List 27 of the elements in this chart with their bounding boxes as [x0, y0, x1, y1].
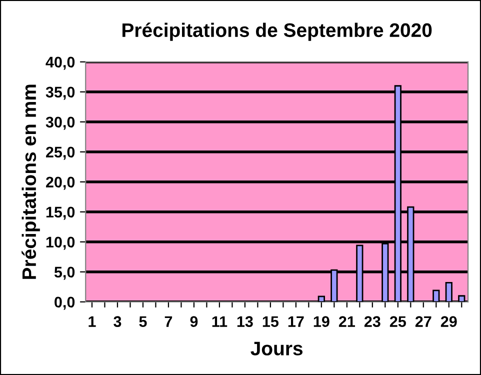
x-tick-label: 11 — [212, 316, 228, 327]
y-tick-label: 20,0 — [46, 176, 75, 190]
x-tick-label: 5 — [139, 316, 147, 327]
x-axis-title: Jours — [250, 342, 302, 356]
y-axis-title: Précipitations en mm — [22, 84, 40, 279]
y-tick-label: 15,0 — [46, 206, 75, 220]
x-tick-label: 13 — [237, 316, 253, 328]
x-tick-label: 25 — [390, 316, 406, 327]
x-tick-label: 17 — [288, 316, 304, 327]
x-tick-label: 19 — [314, 316, 330, 327]
x-tick-label: 3 — [114, 316, 122, 328]
y-tick-label: 25,0 — [46, 146, 75, 160]
y-tick-label: 40,0 — [46, 56, 75, 70]
x-tick-label: 23 — [364, 316, 380, 328]
x-tick-label: 1 — [88, 316, 96, 327]
x-tick-label: 21 — [338, 316, 355, 327]
x-tick-label: 7 — [164, 316, 172, 327]
y-tick-label: 35,0 — [46, 86, 75, 100]
y-tick-label: 10,0 — [46, 236, 75, 250]
chart-title: Précipitations de Septembre 2020 — [122, 22, 432, 41]
y-tick-label: 0,0 — [54, 296, 75, 310]
y-tick-label: 5,0 — [54, 266, 75, 280]
x-tick-label: 27 — [415, 316, 432, 327]
y-tick-label: 30,0 — [46, 116, 75, 130]
x-tick-label: 9 — [190, 316, 198, 327]
x-tick-label: 15 — [262, 316, 279, 327]
x-tick-label: 29 — [440, 316, 457, 327]
